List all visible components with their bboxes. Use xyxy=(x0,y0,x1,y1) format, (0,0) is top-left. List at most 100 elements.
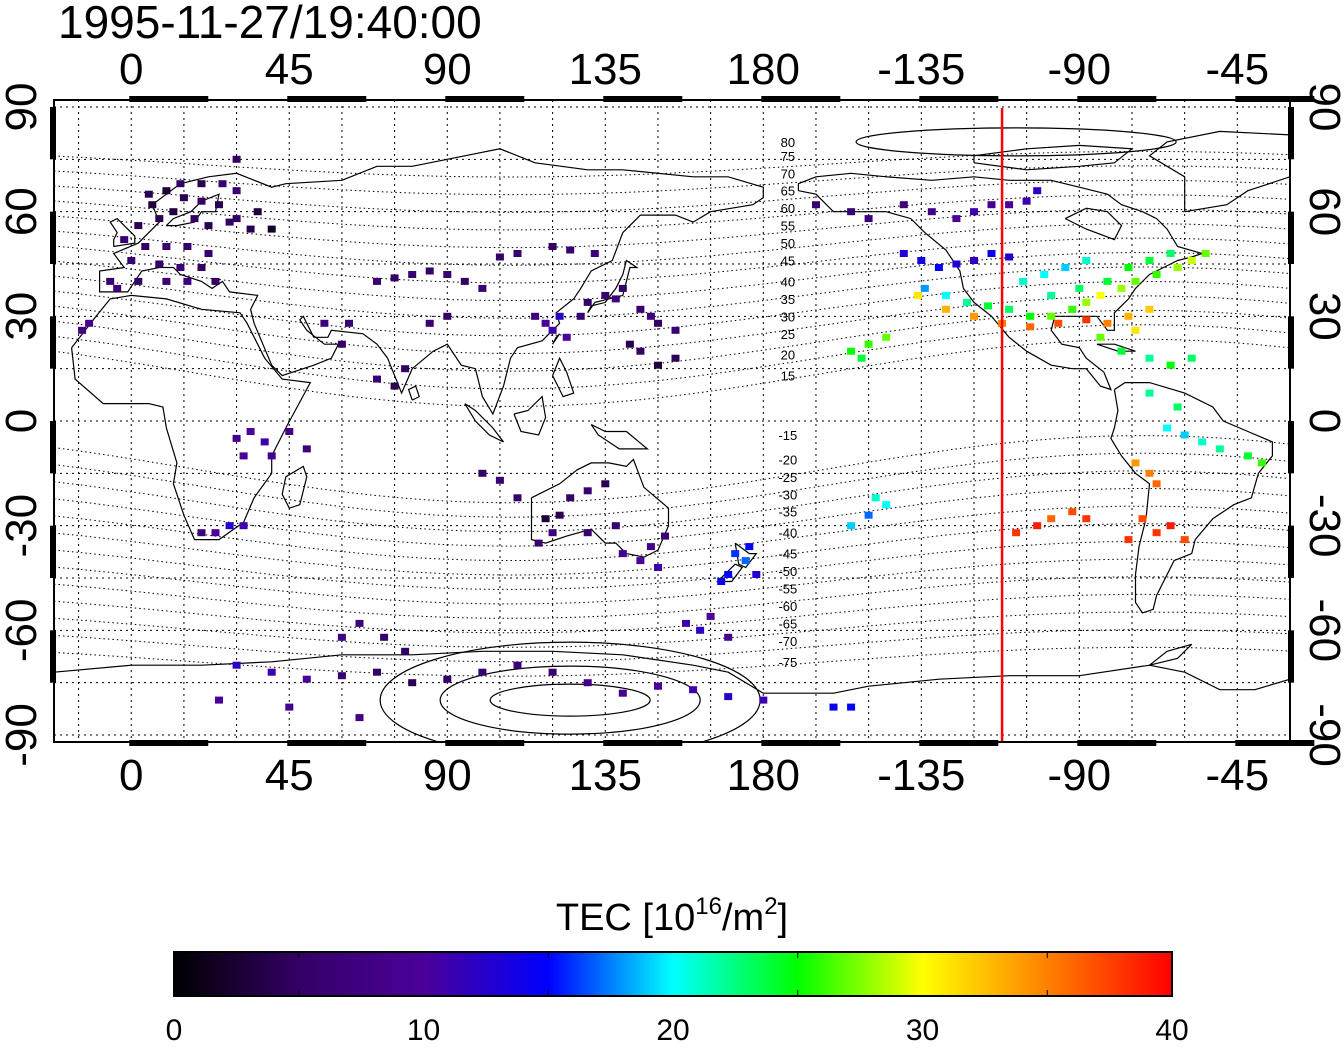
frame-tick-left xyxy=(50,106,56,160)
coastline xyxy=(1096,343,1136,352)
magnetic-latitude-label: -30 xyxy=(778,487,797,502)
tec-point xyxy=(1138,515,1147,523)
x-tick-label-top: 180 xyxy=(727,45,800,94)
tec-point xyxy=(78,326,87,334)
tec-point xyxy=(1180,536,1189,544)
y-tick-label-right: 0 xyxy=(1300,409,1344,433)
tec-point xyxy=(285,703,294,711)
tec-point xyxy=(717,578,726,585)
tec-point xyxy=(162,243,171,250)
y-axis-left-tick-labels: 90 60 30 0 -30 -60 -90 xyxy=(0,83,46,767)
tec-point xyxy=(847,208,856,216)
tec-point xyxy=(285,428,294,435)
tec-point xyxy=(917,257,926,264)
tec-point xyxy=(984,302,992,310)
tec-point xyxy=(267,225,276,233)
tec-point xyxy=(952,260,961,268)
south-magnetic-pole-contour xyxy=(489,683,651,717)
tec-point xyxy=(460,277,469,285)
tec-point xyxy=(1124,536,1133,544)
x-tick-label-bottom: 0 xyxy=(119,751,143,800)
frame-tick-top xyxy=(1235,96,1315,102)
tec-point xyxy=(408,679,417,687)
tec-point xyxy=(1103,277,1112,285)
magnetic-latitude-contour xyxy=(54,558,1290,605)
magnetic-latitude-contour xyxy=(54,266,1290,319)
tec-point xyxy=(864,511,873,519)
colorbar-tick-label: 20 xyxy=(656,1014,689,1047)
tec-point xyxy=(260,438,269,446)
coastline xyxy=(464,403,504,443)
tec-point xyxy=(425,267,434,275)
tec-point xyxy=(1005,305,1014,313)
tec-point xyxy=(302,675,311,683)
tec-point xyxy=(345,319,353,327)
tec-point xyxy=(401,365,410,373)
tec-point xyxy=(601,291,610,299)
tec-point xyxy=(882,501,891,509)
frame-tick-left xyxy=(50,211,56,264)
tec-point xyxy=(1201,250,1210,257)
tec-point xyxy=(225,522,234,530)
magnetic-latitude-label: -50 xyxy=(778,564,797,579)
magnetic-latitude-label: 15 xyxy=(781,369,795,384)
tec-point xyxy=(1047,312,1056,320)
tec-point xyxy=(731,550,740,558)
tec-point xyxy=(661,532,669,540)
plot-title: 1995-11-27/19:40:00 xyxy=(58,0,482,48)
tec-point xyxy=(443,312,452,320)
magnetic-latitude-contour xyxy=(54,435,1290,504)
tec-point xyxy=(941,291,950,299)
tec-point xyxy=(864,340,873,348)
tec-point xyxy=(759,696,768,704)
tec-point xyxy=(211,277,220,285)
tec-point xyxy=(169,208,178,216)
tec-point xyxy=(253,208,262,216)
frame-tick-top xyxy=(1077,96,1157,102)
y-tick-label-left: -60 xyxy=(0,599,46,663)
tec-point xyxy=(654,361,662,369)
tec-point xyxy=(215,201,223,209)
tec-point xyxy=(1082,298,1091,306)
tec-point xyxy=(689,686,698,694)
magnetic-latitude-label: -75 xyxy=(778,655,797,670)
tec-point xyxy=(134,277,143,285)
tec-point xyxy=(864,215,873,223)
tec-point xyxy=(106,277,115,285)
tec-point xyxy=(913,291,922,299)
tec-point xyxy=(636,557,645,565)
x-tick-label-top: 45 xyxy=(265,45,314,94)
frame-ticks xyxy=(50,96,1315,746)
x-tick-label-top: 90 xyxy=(423,45,472,94)
tec-point xyxy=(706,612,715,620)
y-tick-label-right: 90 xyxy=(1300,83,1344,132)
frame-tick-left xyxy=(50,421,56,474)
tec-point xyxy=(1026,323,1035,331)
frame-tick-right xyxy=(1288,316,1294,369)
coastline xyxy=(1110,382,1273,614)
tec-point xyxy=(1068,508,1077,516)
frame-tick-top xyxy=(603,96,683,102)
magnetic-latitude-label: 80 xyxy=(781,135,795,150)
tec-point xyxy=(1005,201,1014,209)
tec-point xyxy=(671,354,680,362)
magnetic-latitude-contour xyxy=(54,281,1290,337)
tec-point xyxy=(548,529,557,537)
tec-point xyxy=(337,340,346,348)
tec-point xyxy=(1040,271,1049,278)
magnetic-latitude-label: 75 xyxy=(781,149,795,164)
x-tick-label-bottom: 180 xyxy=(727,751,800,800)
coastline xyxy=(71,294,312,541)
frame-tick-bottom xyxy=(919,740,999,746)
tec-point xyxy=(562,333,571,341)
colorbar-tick-label: 0 xyxy=(166,1014,183,1047)
tec-point xyxy=(548,326,557,334)
magnetic-latitude-label: -60 xyxy=(778,599,797,614)
magnetic-latitude-contour xyxy=(54,541,1290,590)
tec-point xyxy=(355,619,364,627)
magnetic-latitude-label: -20 xyxy=(778,452,797,467)
tec-point xyxy=(495,253,504,261)
frame-tick-right xyxy=(1288,421,1294,474)
tec-point xyxy=(566,246,575,254)
